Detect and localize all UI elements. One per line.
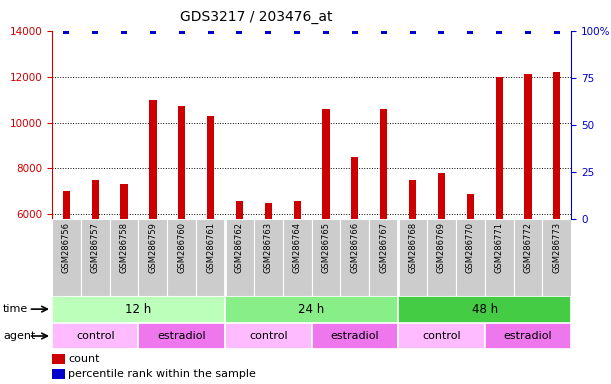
Text: GSM286772: GSM286772 — [524, 222, 533, 273]
Point — [408, 28, 417, 34]
Text: 48 h: 48 h — [472, 303, 498, 316]
Bar — [283, 219, 312, 296]
Bar — [52, 369, 65, 379]
Bar — [92, 180, 99, 219]
Point — [379, 28, 389, 34]
Text: GSM286761: GSM286761 — [206, 222, 215, 273]
Point — [466, 28, 475, 34]
Text: GSM286769: GSM286769 — [437, 222, 446, 273]
Bar — [380, 109, 387, 219]
Bar — [456, 219, 485, 296]
Text: GSM286757: GSM286757 — [90, 222, 100, 273]
Text: GSM286770: GSM286770 — [466, 222, 475, 273]
Bar — [178, 106, 185, 219]
Text: GSM286773: GSM286773 — [552, 222, 562, 273]
Point — [263, 28, 273, 34]
Text: GSM286768: GSM286768 — [408, 222, 417, 273]
Text: GDS3217 / 203476_at: GDS3217 / 203476_at — [180, 10, 333, 23]
Point — [235, 28, 244, 34]
Text: time: time — [3, 304, 28, 314]
Bar — [514, 219, 543, 296]
Text: GSM286764: GSM286764 — [293, 222, 302, 273]
Text: GSM286771: GSM286771 — [495, 222, 503, 273]
Text: GSM286767: GSM286767 — [379, 222, 388, 273]
Text: control: control — [76, 331, 114, 341]
Bar — [553, 72, 560, 219]
Text: estradiol: estradiol — [331, 331, 379, 341]
Bar — [485, 219, 514, 296]
Bar — [236, 200, 243, 219]
Bar — [196, 219, 225, 296]
Text: GSM286762: GSM286762 — [235, 222, 244, 273]
Text: estradiol: estradiol — [503, 331, 552, 341]
Bar — [398, 296, 571, 323]
Text: 12 h: 12 h — [125, 303, 152, 316]
Bar — [323, 109, 330, 219]
Bar — [52, 296, 225, 323]
Bar — [351, 157, 359, 219]
Point — [494, 28, 504, 34]
Bar — [63, 191, 70, 219]
Point — [292, 28, 302, 34]
Bar — [524, 74, 532, 219]
Bar — [139, 219, 167, 296]
Point — [62, 28, 71, 34]
Bar — [81, 219, 109, 296]
Bar — [225, 219, 254, 296]
Point — [523, 28, 533, 34]
Bar — [207, 116, 214, 219]
Bar — [120, 184, 128, 219]
Text: GSM286759: GSM286759 — [148, 222, 158, 273]
Point — [552, 28, 562, 34]
Text: GSM286760: GSM286760 — [177, 222, 186, 273]
Bar — [167, 219, 196, 296]
Point — [90, 28, 100, 34]
Bar — [369, 219, 398, 296]
Text: GSM286765: GSM286765 — [321, 222, 331, 273]
Bar — [398, 219, 427, 296]
Bar — [340, 219, 369, 296]
Bar — [467, 194, 474, 219]
Point — [119, 28, 129, 34]
Text: agent: agent — [3, 331, 35, 341]
Bar — [109, 219, 139, 296]
Bar — [52, 354, 65, 364]
Bar — [225, 323, 312, 349]
Point — [321, 28, 331, 34]
Bar — [427, 219, 456, 296]
Point — [206, 28, 216, 34]
Bar — [139, 323, 225, 349]
Text: 24 h: 24 h — [299, 303, 324, 316]
Point — [177, 28, 187, 34]
Bar — [52, 219, 81, 296]
Bar — [409, 180, 416, 219]
Point — [437, 28, 447, 34]
Text: count: count — [68, 354, 100, 364]
Text: percentile rank within the sample: percentile rank within the sample — [68, 369, 256, 379]
Bar — [149, 99, 156, 219]
Text: GSM286758: GSM286758 — [120, 222, 128, 273]
Bar — [312, 323, 398, 349]
Bar — [485, 323, 571, 349]
Bar — [312, 219, 340, 296]
Text: GSM286763: GSM286763 — [264, 222, 273, 273]
Point — [350, 28, 360, 34]
Bar — [52, 323, 139, 349]
Bar — [265, 203, 272, 219]
Bar — [293, 200, 301, 219]
Bar — [398, 323, 485, 349]
Text: control: control — [249, 331, 288, 341]
Bar — [438, 173, 445, 219]
Point — [148, 28, 158, 34]
Bar — [543, 219, 571, 296]
Text: control: control — [422, 331, 461, 341]
Text: GSM286756: GSM286756 — [62, 222, 71, 273]
Text: GSM286766: GSM286766 — [350, 222, 359, 273]
Bar — [225, 296, 398, 323]
Bar — [254, 219, 283, 296]
Text: estradiol: estradiol — [158, 331, 206, 341]
Bar — [496, 77, 503, 219]
